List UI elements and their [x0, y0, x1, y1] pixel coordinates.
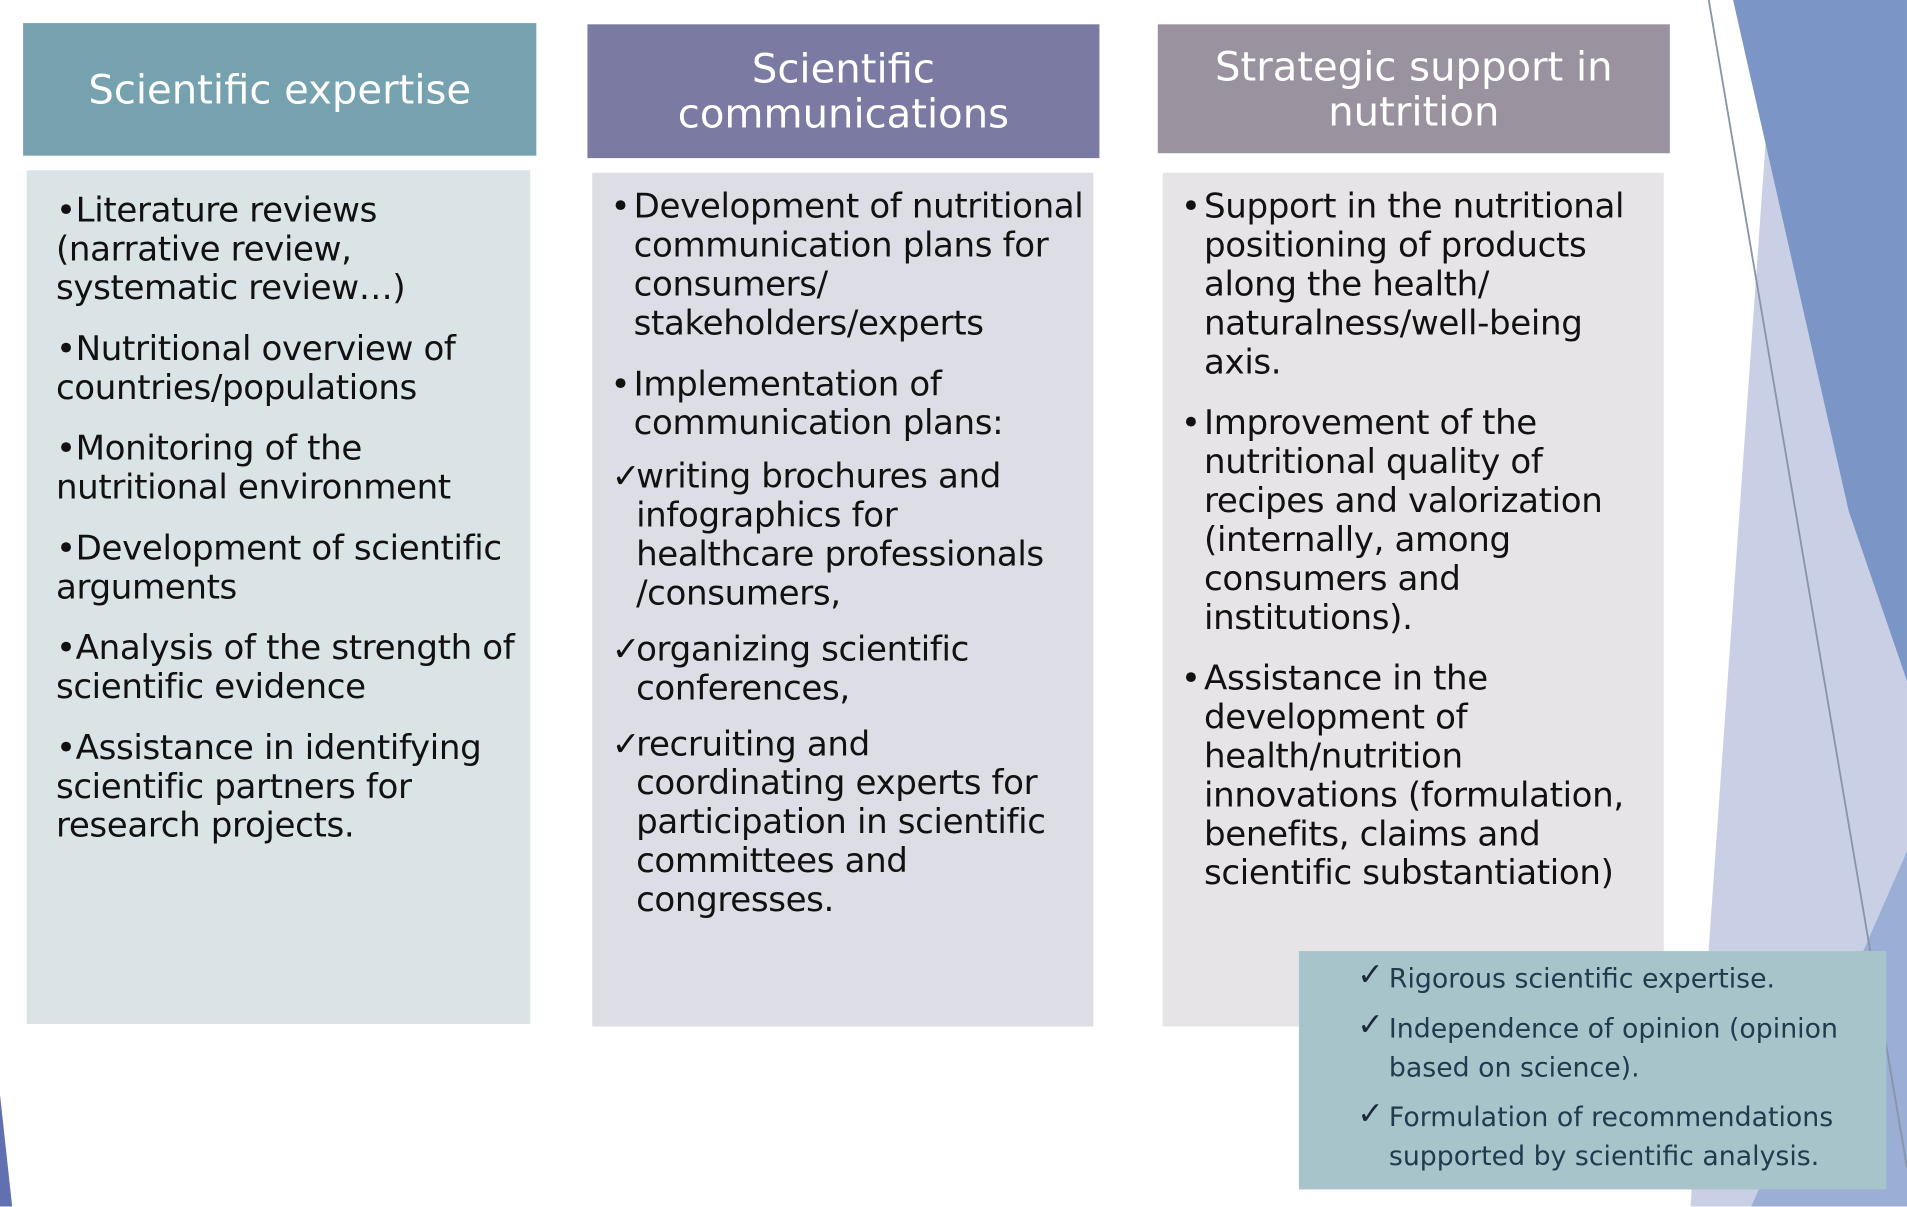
bullet-item: Assistance in the development of health/…: [1181, 659, 1654, 893]
column-body: Support in the nutritional positioning o…: [1162, 172, 1664, 1027]
bullet-item: Nutritional overview of countries/popula…: [56, 329, 518, 408]
check-item: recruiting and coordinating experts for …: [612, 724, 1084, 920]
bullet-item: Assistance in identifying scientific par…: [56, 728, 518, 845]
bullet-item: Implementation of communication plans:: [611, 364, 1084, 443]
column-header: Scientific communications: [587, 24, 1100, 159]
column-header: Scientific expertise: [23, 23, 537, 156]
bullet-item: Monitoring of the nutritional environmen…: [56, 429, 518, 507]
check-item: writing brochures and infographics for h…: [612, 457, 1084, 613]
column-header: Strategic support in nutrition: [1157, 24, 1670, 154]
bullet-item: Analysis of the strength of scientific e…: [56, 628, 518, 707]
key-point: Formulation of recommendations supported…: [1357, 1095, 1862, 1177]
bullet-item: Support in the nutritional positioning o…: [1181, 187, 1654, 382]
bullet-item: Development of scientific arguments: [56, 528, 518, 607]
column-body: Literature reviews (narrative review, sy…: [26, 170, 531, 1025]
key-point: Rigorous scientific expertise.: [1357, 956, 1862, 1000]
column-body: Development of nutritional communication…: [592, 172, 1094, 1027]
key-point: Independence of opinion (opinion based o…: [1357, 1006, 1862, 1089]
check-item: organizing scientific conferences,: [612, 629, 1084, 708]
key-points: Rigorous scientific expertise. Independen…: [1298, 951, 1887, 1190]
deco-left: [0, 1094, 13, 1207]
bullet-item: Development of nutritional communication…: [611, 187, 1084, 343]
deco-blue: [1733, 0, 1907, 682]
bullet-item: Literature reviews (narrative review, sy…: [56, 190, 518, 308]
bullet-item: Improvement of the nutritional quality o…: [1181, 403, 1654, 638]
